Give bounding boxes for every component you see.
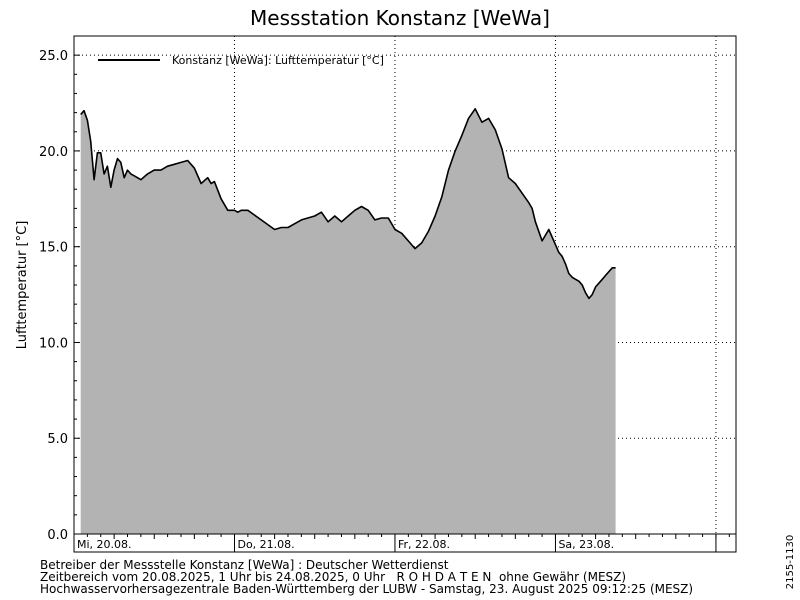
- temperature-line: [80, 108, 616, 300]
- x-tick-label: Fr, 22.08.: [398, 538, 450, 551]
- chart-title: Messstation Konstanz [WeWa]: [250, 6, 550, 30]
- side-code: 2155-1130: [785, 535, 796, 590]
- area-layer: [80, 108, 616, 535]
- y-tick-label: 0.0: [47, 528, 68, 543]
- footer-operator: Betreiber der Messstelle Konstanz [WeWa]…: [40, 558, 449, 572]
- y-tick-label: 10.0: [39, 336, 68, 351]
- legend: Konstanz [WeWa]: Lufttemperatur [°C]: [98, 54, 384, 67]
- x-tick-label: Mi, 20.08.: [77, 538, 132, 551]
- footer-time-range: Zeitbereich vom 20.08.2025, 1 Uhr bis 24…: [40, 570, 627, 584]
- footer-publisher: Hochwasservorhersagezentrale Baden-Württ…: [40, 582, 694, 596]
- y-axis-label: Lufttemperatur [°C]: [15, 221, 30, 350]
- y-tick-label: 25.0: [39, 49, 68, 64]
- y-tick-label: 5.0: [47, 432, 68, 447]
- temperature-area: [80, 108, 616, 535]
- x-tick-label: Sa, 23.08.: [558, 538, 614, 551]
- legend-label: Konstanz [WeWa]: Lufttemperatur [°C]: [172, 54, 384, 67]
- x-tick-label: Do, 21.08.: [237, 538, 294, 551]
- x-axis-band: [73, 533, 737, 553]
- y-tick-label: 15.0: [39, 241, 68, 256]
- axis-layer: 0.0 5.0 10.0 15.0 20.0 25.0 Mi, 20.08. Do, 21.0…: [39, 35, 737, 553]
- y-tick-label: 20.0: [39, 145, 68, 160]
